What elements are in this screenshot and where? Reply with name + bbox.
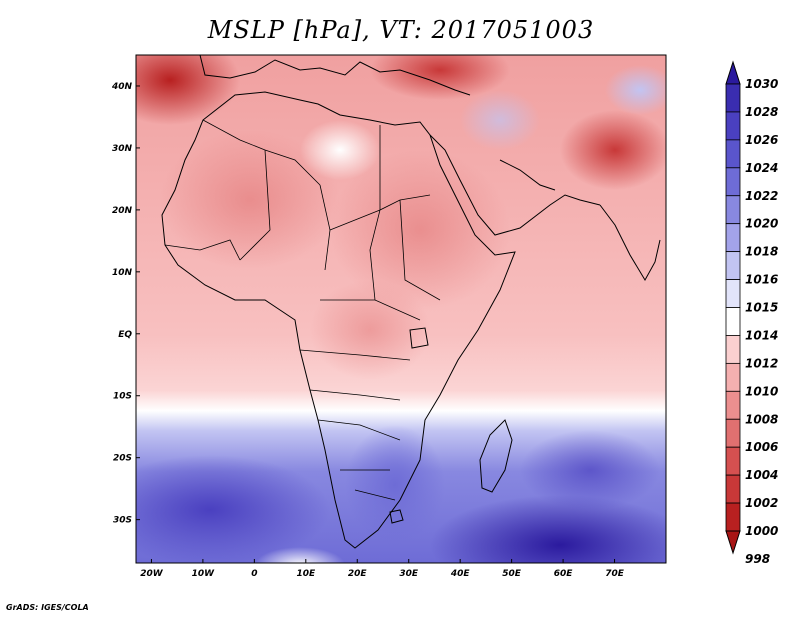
plot-frame [135, 54, 667, 564]
lon-tick-label: 20E [348, 569, 368, 579]
colorbar-swatch [725, 474, 741, 504]
colorbar-swatch [725, 251, 741, 280]
lake-victoria [409, 327, 429, 349]
colorbar-level-label: 1026 [745, 133, 778, 147]
colorbar-top-arrow [725, 60, 741, 85]
lat-tick-label: 10N [112, 268, 133, 278]
chart-title: MSLP [hPa], VT: 2017051003 [207, 16, 595, 44]
colorbar-swatch [725, 223, 741, 253]
lon-tick-label: 0 [251, 569, 257, 579]
pressure-field [136, 55, 666, 563]
colorbar-level-label: 1015 [745, 301, 778, 315]
colorbar-swatch [725, 446, 741, 476]
colorbar-level-label: 1028 [745, 105, 778, 119]
lon-tick-label: 10E [296, 569, 316, 579]
lat-tick-label: 10S [113, 392, 132, 402]
arabia-coastline [429, 134, 601, 236]
coastlines [161, 55, 661, 549]
colorbar-bottom-arrow [725, 530, 741, 555]
colorbar-level-label: 1018 [745, 245, 778, 259]
colorbar-swatch [725, 83, 741, 113]
colorbar-swatch [725, 195, 741, 225]
lon-tick-label: 40E [450, 569, 471, 579]
lat-tick-label: 30N [112, 144, 133, 154]
colorbar-swatch [725, 335, 741, 364]
lon-tick-label: 20W [140, 569, 164, 579]
lat-tick-label: 20S [113, 454, 132, 464]
latitude-axis: 40N 30N 20N 10N EQ 10S 20S 30S [111, 82, 140, 526]
colorbar-swatch [725, 307, 741, 336]
lon-tick-label: 30E [399, 569, 419, 579]
colorbar-level-label: 1014 [745, 328, 778, 342]
colorbar-swatch [725, 502, 741, 532]
colorbar-level-label: 1012 [745, 356, 778, 370]
lon-tick-label: 10W [192, 569, 216, 579]
lon-tick-label: 50E [502, 569, 522, 579]
colorbar-swatch [725, 111, 741, 141]
colorbar-level-label: 1004 [745, 468, 778, 482]
madagascar [479, 419, 513, 493]
grads-credit: GrADS: IGES/COLA [6, 603, 89, 612]
colorbar-level-label: 1030 [745, 77, 778, 91]
colorbar-level-label: 1002 [745, 496, 778, 510]
europe-coastline [199, 55, 471, 96]
colorbar-level-label: 998 [745, 552, 770, 566]
lat-tick-label: EQ [118, 330, 132, 340]
colorbar: 1030 1028 1026 1024 1022 1020 1018 1016 1015 1014… [725, 60, 778, 566]
lon-tick-label: 60E [554, 569, 574, 579]
colorbar-swatch [725, 418, 741, 448]
india-coastline [599, 204, 661, 281]
borders [164, 119, 441, 501]
colorbar-level-label: 1024 [745, 161, 778, 175]
colorbar-level-label: 1006 [745, 440, 778, 454]
colorbar-level-label: 1000 [745, 524, 778, 538]
colorbar-swatch [725, 390, 741, 420]
lesotho [389, 509, 404, 524]
colorbar-level-label: 1022 [745, 189, 778, 203]
colorbar-swatch [725, 167, 741, 197]
colorbar-swatch [725, 362, 741, 392]
africa-coastline [161, 91, 516, 549]
lat-tick-label: 40N [111, 82, 133, 92]
persian-gulf [499, 159, 556, 191]
colorbar-swatch [725, 279, 741, 308]
colorbar-level-label: 1010 [745, 384, 778, 398]
colorbar-level-label: 1016 [745, 273, 778, 287]
lon-tick-label: 70E [605, 569, 625, 579]
lat-tick-label: 20N [112, 206, 133, 216]
colorbar-level-label: 1020 [745, 217, 778, 231]
longitude-axis: 20W 10W 0 10E 20E 30E 40E 50E 60E 70E [140, 559, 625, 579]
colorbar-level-label: 1008 [745, 412, 778, 426]
colorbar-swatch [725, 139, 741, 169]
lat-tick-label: 30S [113, 516, 132, 526]
